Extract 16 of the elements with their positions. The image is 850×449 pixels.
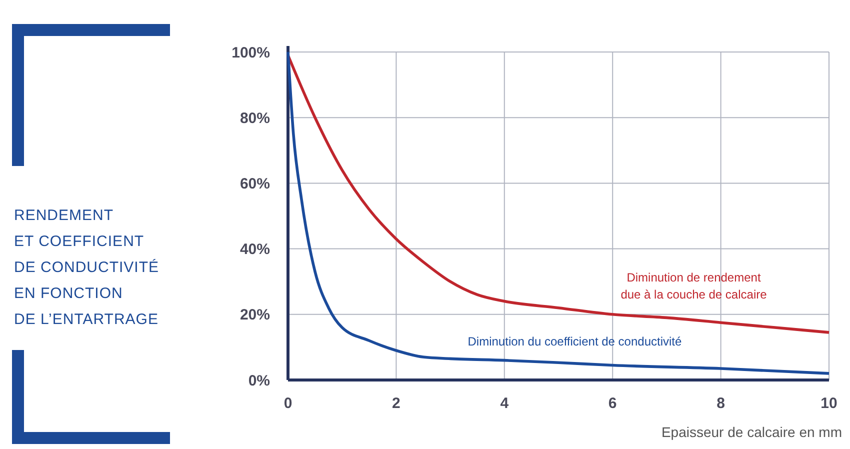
x-tick-label: 6 [608, 395, 617, 412]
y-tick-label: 20% [240, 306, 270, 324]
y-tick-label: 0% [248, 372, 270, 390]
x-tick-label: 8 [716, 395, 725, 412]
series-label: Diminution du coefficient de conductivité [468, 334, 682, 349]
y-tick-label: 100% [232, 44, 270, 62]
x-axis-title: Epaisseur de calcaire en mm [661, 424, 842, 440]
text: RENDEMENT ET COEFFICIENT DE CONDUCTIVITÉ EN FONCTION DE L’ENTARTRAGE [14, 207, 160, 328]
y-tick-label: 60% [240, 175, 270, 192]
y-tick-label: 40% [240, 241, 270, 258]
x-tick-label: 2 [392, 395, 400, 412]
x-tick-label: 10 [820, 395, 838, 412]
x-tick-label: 4 [500, 395, 510, 412]
series-label: Diminution de rendement due à la couche de calcaire [620, 270, 768, 302]
x-tick-label: 0 [284, 395, 292, 412]
y-tick-label: 80% [240, 110, 270, 127]
